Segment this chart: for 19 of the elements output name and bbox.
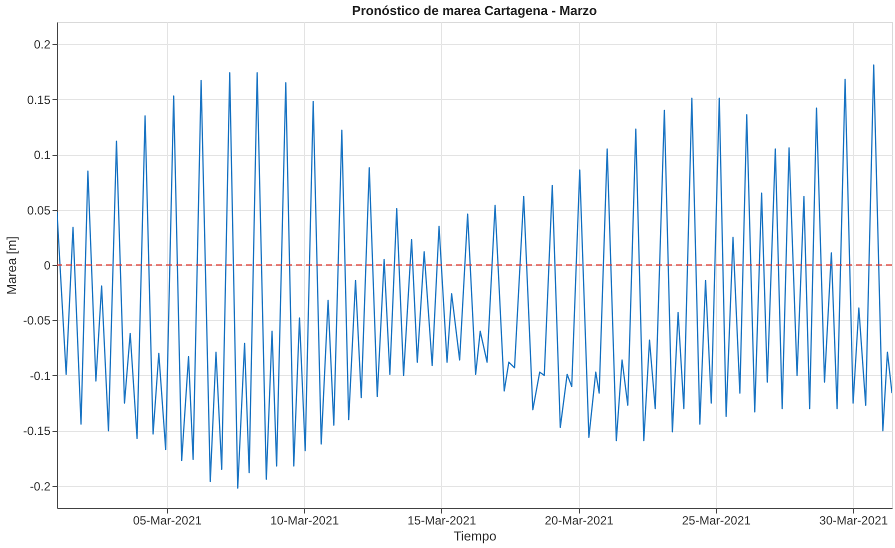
x-tick-label: 15-Mar-2021	[407, 514, 477, 528]
chart-title: Pronóstico de marea Cartagena - Marzo	[352, 3, 598, 18]
y-tick-label: -0.05	[23, 314, 51, 328]
line-series	[57, 64, 892, 489]
x-tick-label: 25-Mar-2021	[682, 514, 752, 528]
y-tick-label: 0.05	[27, 203, 51, 218]
y-tick-label: -0.15	[23, 424, 51, 438]
y-tick-label: 0.2	[34, 38, 51, 52]
x-tick-label: 10-Mar-2021	[270, 514, 340, 528]
y-tick-label: 0	[44, 258, 51, 272]
x-tick-label: 20-Mar-2021	[544, 514, 614, 528]
y-tick-label: 0.1	[34, 148, 51, 162]
y-axis-title: Marea [m]	[4, 236, 20, 295]
x-axis-title: Tiempo	[454, 528, 496, 544]
y-tick-label: -0.1	[30, 368, 51, 383]
x-tick-label: 05-Mar-2021	[132, 514, 202, 528]
y-tick-label: 0.15	[27, 92, 51, 107]
y-tick-label: -0.2	[30, 479, 51, 494]
x-tick-label: 30-Mar-2021	[819, 514, 888, 528]
